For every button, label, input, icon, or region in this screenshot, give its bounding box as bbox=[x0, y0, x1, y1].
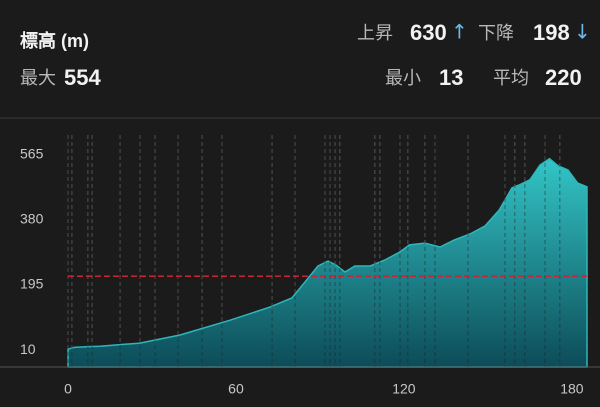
y-tick-label: 565 bbox=[20, 146, 44, 162]
average-label: 平均 bbox=[493, 68, 529, 89]
x-tick-label: 0 bbox=[64, 381, 72, 397]
x-tick-label: 60 bbox=[228, 381, 244, 397]
max-label: 最大 bbox=[20, 68, 56, 89]
title: 標高 (m) bbox=[20, 30, 89, 51]
ascent-arrow: ↑ bbox=[451, 20, 468, 44]
min-label: 最小 bbox=[385, 68, 421, 89]
min-value: 13 bbox=[439, 65, 463, 90]
x-tick-label: 120 bbox=[392, 381, 416, 397]
ascent-label: 上昇 bbox=[357, 23, 393, 44]
y-tick-label: 195 bbox=[20, 276, 44, 292]
chart: 10 195 380 565 0 60 120 180 bbox=[0, 135, 600, 397]
max-value: 554 bbox=[64, 65, 101, 90]
ascent-value: 630 bbox=[410, 20, 447, 45]
elevation-area bbox=[67, 157, 588, 368]
average-value: 220 bbox=[545, 65, 582, 90]
y-tick-label: 380 bbox=[20, 211, 44, 227]
y-tick-label: 10 bbox=[20, 341, 36, 357]
descent-arrow: ↓ bbox=[574, 20, 591, 44]
descent-value: 198 bbox=[533, 20, 570, 45]
x-tick-label: 180 bbox=[560, 381, 584, 397]
descent-label: 下降 bbox=[478, 23, 514, 44]
